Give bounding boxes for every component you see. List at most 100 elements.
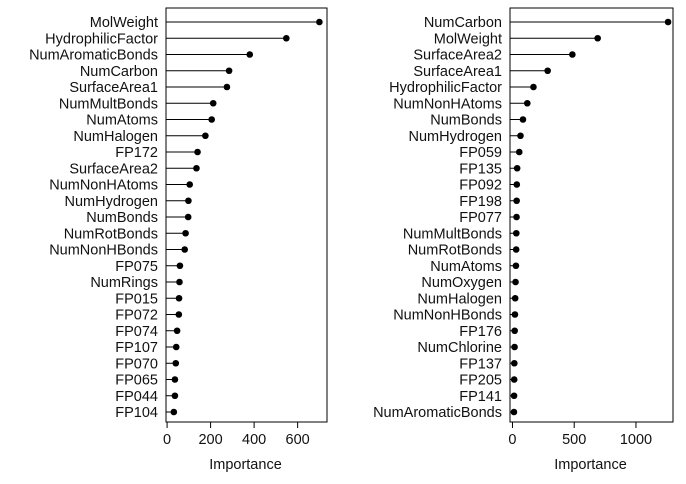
- x-axis-title: Importance: [209, 457, 282, 473]
- category-label-9: SurfaceArea2: [69, 161, 158, 177]
- dot-10: [513, 181, 521, 188]
- dot-1: [594, 34, 601, 42]
- dot-5: [209, 99, 217, 107]
- x-tick-label-2: 1000: [620, 432, 652, 448]
- dot-24: [170, 408, 178, 416]
- dot-9: [513, 164, 521, 172]
- category-label-22: FP065: [115, 373, 158, 389]
- category-label-12: FP077: [459, 210, 502, 226]
- dot-14: [181, 246, 189, 253]
- dot-13: [182, 229, 189, 237]
- category-label-2: NumAromaticBonds: [29, 48, 158, 64]
- dot-7: [202, 132, 209, 140]
- category-label-10: NumNonHAtoms: [49, 178, 158, 194]
- dot-9: [193, 164, 200, 172]
- x-tick-label-1: 200: [198, 432, 222, 448]
- category-label-23: FP044: [115, 389, 158, 405]
- dot-19: [511, 327, 518, 335]
- category-label-11: FP198: [459, 194, 502, 210]
- category-label-17: FP015: [115, 291, 158, 307]
- category-label-17: NumHalogen: [417, 291, 502, 307]
- x-tick-label-3: 600: [286, 432, 310, 448]
- dot-11: [185, 197, 192, 205]
- plot-frame: [165, 7, 328, 423]
- dot-4: [223, 83, 231, 91]
- dot-8: [515, 148, 523, 156]
- x-tick-label-1: 500: [562, 432, 586, 448]
- dot-4: [530, 83, 537, 91]
- dot-20: [511, 343, 518, 351]
- plot-frame: [509, 7, 674, 423]
- category-label-24: FP104: [115, 405, 158, 421]
- category-label-19: FP176: [459, 324, 502, 340]
- left-importance-panel: MolWeightHydrophilicFactorNumAromaticBon…: [29, 7, 328, 473]
- category-label-0: NumCarbon: [424, 15, 502, 31]
- category-label-12: NumBonds: [86, 210, 158, 226]
- dot-15: [512, 262, 520, 270]
- category-label-6: NumBonds: [430, 113, 502, 129]
- category-label-7: NumHalogen: [73, 129, 158, 145]
- category-label-18: FP072: [115, 308, 158, 324]
- dot-3: [225, 67, 233, 75]
- dot-21: [172, 359, 180, 367]
- dot-2: [246, 51, 254, 58]
- category-label-16: NumOxygen: [421, 275, 502, 291]
- x-tick-label-2: 400: [242, 432, 266, 448]
- dot-16: [176, 278, 183, 286]
- dot-0: [664, 18, 672, 26]
- category-label-15: NumAtoms: [430, 259, 502, 275]
- category-label-15: FP075: [115, 259, 158, 275]
- category-label-2: SurfaceArea2: [413, 48, 502, 64]
- dot-16: [512, 278, 519, 286]
- dot-22: [510, 376, 518, 383]
- dot-23: [171, 392, 179, 400]
- category-label-20: NumChlorine: [417, 340, 502, 356]
- x-axis-title: Importance: [554, 457, 627, 473]
- category-label-1: MolWeight: [434, 31, 502, 47]
- dot-17: [511, 294, 519, 302]
- category-label-14: NumRotBonds: [408, 243, 502, 259]
- category-label-18: NumNonHBonds: [393, 308, 502, 324]
- category-label-0: MolWeight: [90, 15, 158, 31]
- category-label-13: NumMultBonds: [403, 226, 502, 242]
- dot-24: [510, 408, 518, 416]
- category-label-9: FP135: [459, 161, 502, 177]
- dot-19: [173, 327, 181, 335]
- category-label-21: FP137: [459, 356, 502, 372]
- category-label-5: NumMultBonds: [59, 96, 158, 112]
- dot-10: [186, 181, 194, 188]
- dot-14: [512, 246, 520, 253]
- category-label-8: FP172: [115, 145, 158, 161]
- dot-6: [208, 116, 215, 123]
- dot-15: [176, 262, 184, 270]
- x-tick-label-0: 0: [508, 432, 516, 448]
- category-label-4: HydrophilicFactor: [389, 80, 502, 96]
- dot-22: [171, 376, 179, 383]
- category-label-5: NumNonHAtoms: [393, 96, 502, 112]
- category-label-11: NumHydrogen: [65, 194, 159, 210]
- dot-2: [569, 51, 576, 58]
- category-label-10: FP092: [459, 178, 502, 194]
- category-label-8: FP059: [459, 145, 502, 161]
- category-label-23: FP141: [459, 389, 502, 405]
- dot-23: [510, 392, 518, 400]
- dot-18: [175, 311, 183, 318]
- dot-12: [513, 213, 520, 221]
- right-importance-panel: NumCarbonMolWeightSurfaceArea2SurfaceAre…: [373, 7, 674, 473]
- dot-7: [517, 132, 524, 140]
- dot-12: [184, 213, 192, 221]
- dot-21: [511, 359, 518, 367]
- category-label-13: NumRotBonds: [64, 226, 158, 242]
- dot-5: [523, 99, 531, 107]
- dot-18: [511, 311, 519, 318]
- category-label-7: NumHydrogen: [409, 129, 503, 145]
- dot-0: [316, 18, 323, 26]
- category-label-3: NumCarbon: [80, 64, 158, 80]
- category-label-22: FP205: [459, 373, 502, 389]
- category-label-14: NumNonHBonds: [49, 243, 158, 259]
- category-label-21: FP070: [115, 356, 158, 372]
- dot-17: [175, 294, 183, 302]
- category-label-3: SurfaceArea1: [413, 64, 502, 80]
- dot-11: [513, 197, 520, 205]
